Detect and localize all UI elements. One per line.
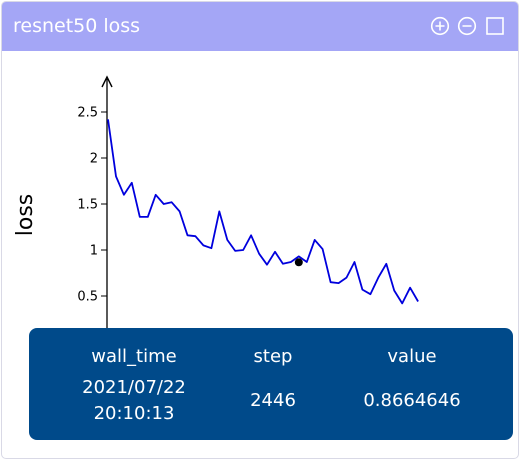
loss-chart: 0.5 1 1.5 2 2.5 loss — [2, 51, 518, 458]
y-tick-label: 1 — [90, 244, 98, 259]
maximize-icon[interactable] — [485, 16, 505, 36]
panel-header: resnet50 loss — [2, 2, 518, 51]
tooltip-header-wall-time: wall_time — [91, 346, 177, 367]
tooltip-header-step: step — [253, 346, 293, 367]
tooltip-step-value: 2446 — [250, 390, 296, 411]
tooltip-loss-value: 0.8664646 — [363, 390, 461, 411]
hover-point-marker — [294, 258, 303, 267]
loss-chart-svg: 0.5 1 1.5 2 2.5 loss — [13, 75, 419, 341]
y-axis-label: loss — [13, 194, 38, 237]
tooltip-header-value: value — [387, 346, 437, 367]
y-tick-label: 0.5 — [77, 290, 98, 305]
panel-title: resnet50 loss — [13, 15, 141, 37]
y-tick-label: 2.5 — [77, 106, 98, 121]
y-tick-label: 1.5 — [77, 198, 98, 213]
zoom-in-icon[interactable] — [430, 16, 450, 36]
value-tooltip: wall_time step value 2021/07/22 20:10:13… — [29, 328, 513, 440]
y-tick-label: 2 — [90, 152, 98, 167]
y-axis-arrow — [101, 75, 113, 88]
tooltip-wall-time-time: 20:10:13 — [93, 403, 175, 424]
loss-series-line — [107, 119, 419, 305]
tooltip-wall-time-date: 2021/07/22 — [82, 377, 186, 398]
zoom-out-icon[interactable] — [457, 16, 477, 36]
